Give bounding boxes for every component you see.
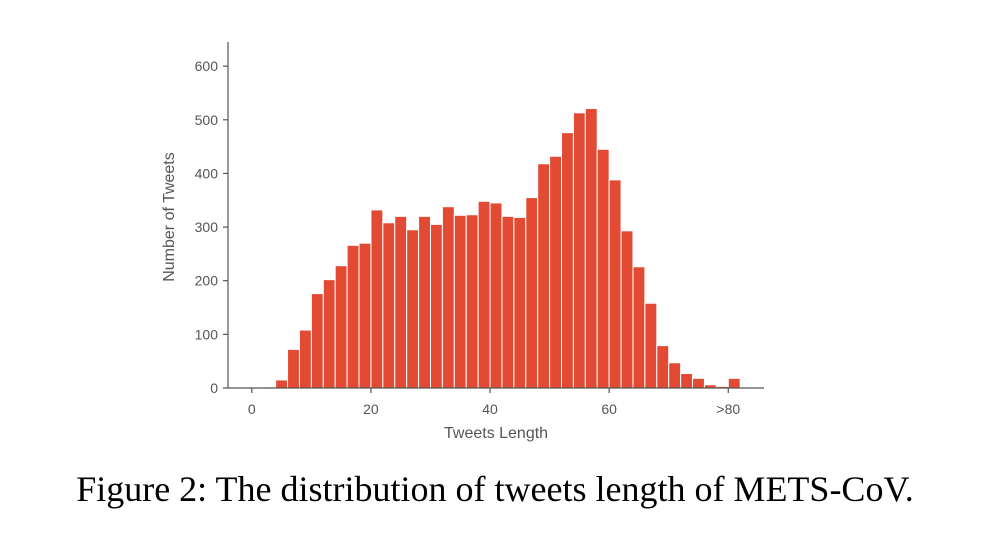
bar-64	[632, 266, 646, 389]
y-tick-label-100: 100	[195, 326, 219, 342]
bar-20	[370, 209, 384, 389]
x-tick-label-20: 20	[363, 401, 379, 417]
axes-group	[227, 42, 764, 389]
bar-26	[406, 229, 420, 389]
y-tick-label-0: 0	[210, 380, 218, 396]
histogram-chart: 0 100 200 300 400 500 600 0 20 40 60 >80 Number of…	[161, 42, 764, 442]
bar-40	[489, 202, 503, 389]
y-tick-label-600: 600	[195, 58, 219, 74]
y-tick-label-500: 500	[195, 112, 219, 128]
bar-8	[298, 329, 312, 389]
bar-16	[346, 244, 360, 389]
bar-60	[608, 179, 622, 389]
bar-66	[644, 302, 658, 389]
bar-68	[656, 345, 670, 389]
bar-14	[334, 265, 348, 389]
bar-4	[275, 379, 289, 389]
bar-70	[668, 362, 682, 389]
bar-18	[358, 242, 372, 389]
y-tick-label-200: 200	[195, 273, 219, 289]
bar-46	[525, 197, 539, 389]
bar-80	[727, 377, 741, 389]
bar-32	[441, 206, 455, 389]
bar-38	[477, 200, 491, 389]
bar-12	[322, 279, 336, 389]
bar-44	[513, 216, 527, 389]
x-tick-label-40: 40	[482, 401, 498, 417]
x-tick-label-80: >80	[716, 401, 740, 417]
bar-22	[382, 222, 396, 389]
x-ticks-group: 0 20 40 60 >80	[248, 388, 740, 417]
bar-54	[572, 112, 586, 389]
bar-28	[418, 215, 431, 389]
x-tick-label-0: 0	[248, 401, 256, 417]
x-axis-label: Tweets Length	[444, 425, 548, 442]
bar-34	[453, 214, 467, 389]
y-axis-label: Number of Tweets	[161, 152, 178, 282]
bar-56	[584, 108, 598, 389]
y-ticks-group: 0 100 200 300 400 500 600	[195, 58, 228, 396]
y-tick-label-400: 400	[195, 165, 219, 181]
bar-36	[465, 214, 479, 389]
bar-52	[561, 132, 574, 389]
bar-74	[692, 377, 705, 389]
bar-6	[287, 348, 300, 389]
bars-group	[263, 108, 741, 389]
figure-caption: Figure 2: The distribution of tweets len…	[76, 469, 914, 509]
bar-62	[620, 230, 634, 389]
bar-42	[501, 215, 515, 389]
bar-72	[680, 373, 694, 389]
x-tick-label-60: 60	[601, 401, 617, 417]
bar-48	[537, 163, 551, 389]
bar-58	[596, 148, 610, 389]
bar-24	[394, 215, 408, 389]
bar-30	[429, 223, 443, 389]
y-tick-label-300: 300	[195, 219, 219, 235]
bar-10	[310, 293, 324, 389]
bar-50	[549, 155, 563, 389]
